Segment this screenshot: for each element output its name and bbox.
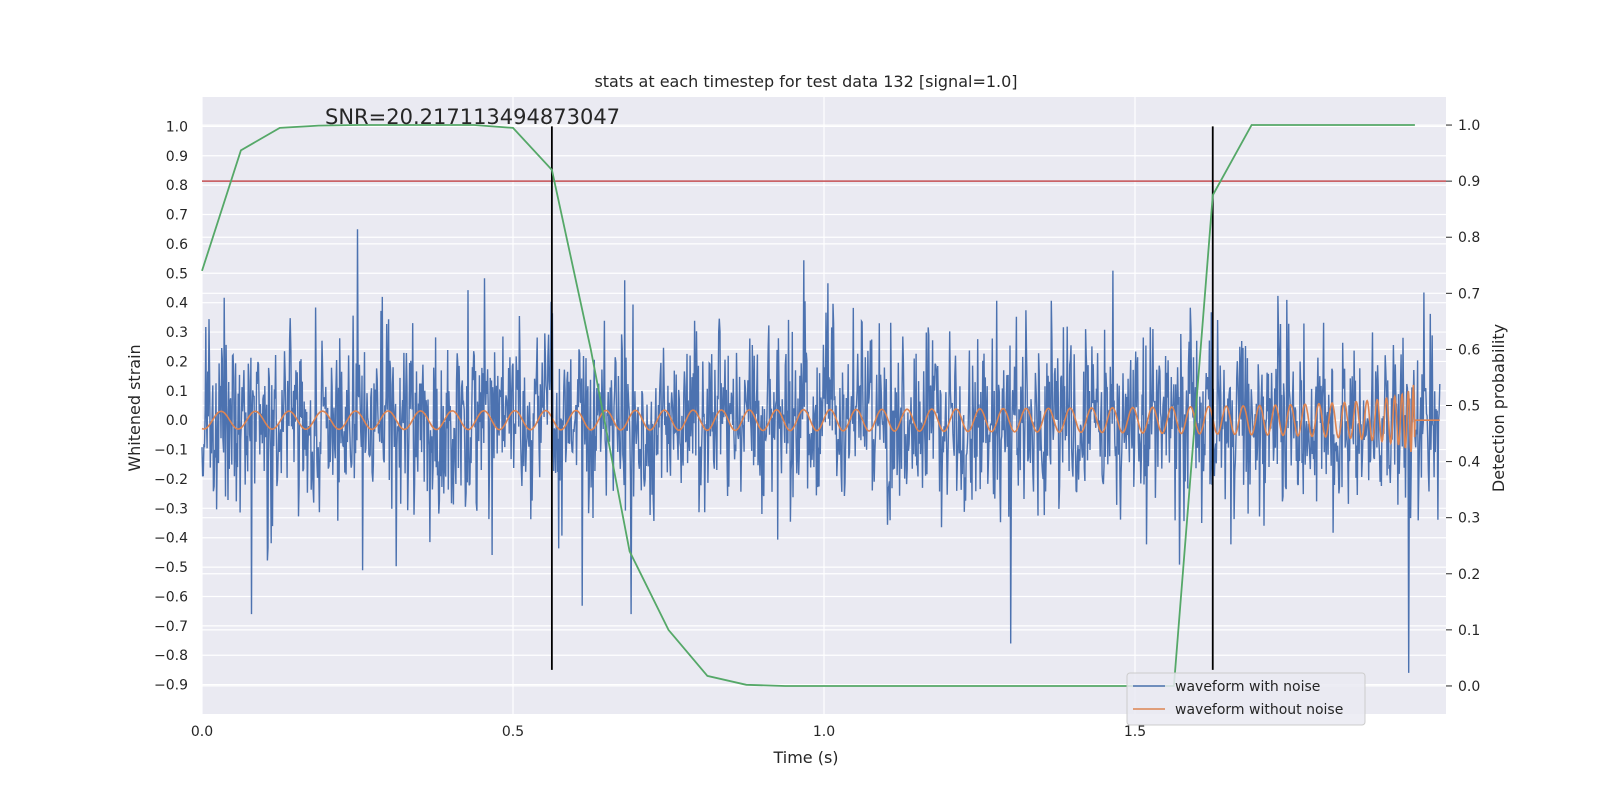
y-right-tick-label: 0.4 bbox=[1458, 455, 1480, 471]
axes: 0.0 0.5 1.0 1.5 −0.9 −0.8 −0.7 −0.6 −0.5 −0.4 −0.3… bbox=[154, 118, 1480, 740]
y-left-tick-label: 1.0 bbox=[166, 119, 188, 135]
y-right-tick-label: 0.3 bbox=[1458, 511, 1480, 527]
y-left-tick-label: −0.8 bbox=[154, 648, 188, 664]
y-axis-label-right: Detection probability bbox=[1489, 324, 1508, 492]
y-left-tick-label: 0.7 bbox=[166, 208, 188, 224]
series-line-waveform-without-noise bbox=[201, 384, 1440, 453]
y-axis-label-left: Whitened strain bbox=[125, 344, 144, 471]
y-left-tick-label: 0.1 bbox=[166, 384, 188, 400]
y-left-tick-label: −0.6 bbox=[154, 589, 188, 605]
series-line-detection-probability bbox=[201, 124, 1415, 687]
y-right-tick-label: 0.6 bbox=[1458, 342, 1480, 358]
legend: waveform with noise waveform without noi… bbox=[1126, 672, 1366, 726]
x-tick-label: 1.0 bbox=[813, 724, 835, 740]
series-group bbox=[201, 124, 1446, 687]
y-right-tick-label: 0.1 bbox=[1458, 623, 1480, 639]
legend-box bbox=[1126, 672, 1366, 726]
chart-title: stats at each timestep for test data 132… bbox=[594, 72, 1017, 91]
x-tick-label: 1.5 bbox=[1124, 724, 1146, 740]
y-left-tick-label: 0.3 bbox=[166, 325, 188, 341]
x-tick-label: 0.0 bbox=[191, 724, 213, 740]
legend-label-noise: waveform with noise bbox=[1175, 679, 1320, 695]
y-left-tick-label: 0.0 bbox=[166, 413, 188, 429]
x-tick-label: 0.5 bbox=[502, 724, 524, 740]
y-right-tick-label: 1.0 bbox=[1458, 118, 1480, 134]
y-left-tick-label: 0.2 bbox=[166, 354, 188, 370]
snr-annotation: SNR=20.217113494873047 bbox=[325, 105, 620, 129]
y-left-tick-label: 0.9 bbox=[166, 149, 188, 165]
x-axis-label: Time (s) bbox=[772, 748, 838, 767]
y-left-tick-label: 0.5 bbox=[166, 266, 188, 282]
y-right-tick-label: 0.7 bbox=[1458, 286, 1480, 302]
y-right-tick-label: 0.0 bbox=[1458, 679, 1480, 695]
y-left-tick-label: −0.2 bbox=[154, 472, 188, 488]
legend-label-clean: waveform without noise bbox=[1175, 702, 1343, 718]
y-right-tick-label: 0.8 bbox=[1458, 230, 1480, 246]
y-right-tick-label: 0.2 bbox=[1458, 567, 1480, 583]
y-left-tick-label: −0.4 bbox=[154, 531, 188, 547]
y-left-tick-label: −0.7 bbox=[154, 619, 188, 635]
y-left-tick-label: −0.9 bbox=[154, 678, 188, 694]
y-left-tick-label: −0.5 bbox=[154, 560, 188, 576]
y-left-tick-label: 0.4 bbox=[166, 296, 188, 312]
y-right-tick-label: 0.9 bbox=[1458, 174, 1480, 190]
y-left-tick-label: 0.8 bbox=[166, 178, 188, 194]
y-left-tick-label: −0.1 bbox=[154, 443, 188, 459]
y-left-tick-label: 0.6 bbox=[166, 237, 188, 253]
y-right-tick-label: 0.5 bbox=[1458, 399, 1480, 415]
y-left-tick-label: −0.3 bbox=[154, 501, 188, 517]
